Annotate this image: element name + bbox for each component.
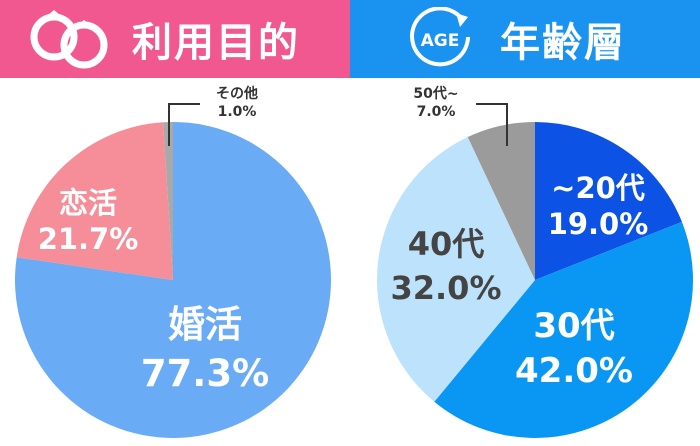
label-thirties-name: 30代 <box>533 306 614 346</box>
purpose-pie <box>14 122 332 439</box>
age-slice-fifties <box>467 122 535 280</box>
label-other-name: その他 <box>216 85 258 102</box>
age-pie <box>376 122 693 438</box>
label-dating-name: 恋活 <box>59 186 117 220</box>
wedding-rings-icon <box>30 10 108 69</box>
label-marriage-name: 婚活 <box>168 303 242 346</box>
purpose-header: 利用目的 <box>0 0 350 78</box>
label-thirties: 30代 42.0% <box>515 306 633 391</box>
label-under20-value: 19.0% <box>548 207 649 241</box>
label-other: その他 1.0% <box>168 85 258 146</box>
label-forties-name: 40代 <box>408 225 485 263</box>
label-other-leader <box>168 103 200 146</box>
purpose-title: 利用目的 <box>132 20 300 66</box>
age-slice-under20 <box>535 122 682 280</box>
label-other-value: 1.0% <box>218 104 257 120</box>
age-slice-thirties <box>434 221 693 438</box>
age-slice-forties <box>376 137 535 402</box>
label-under20: ~20代 19.0% <box>548 171 649 241</box>
age-icon-text: AGE <box>421 31 460 51</box>
label-marriage: 婚活 77.3% <box>141 303 269 395</box>
age-header: AGE 年齢層 <box>350 0 700 78</box>
label-fifties-leader <box>476 103 508 146</box>
label-dating: 恋活 21.7% <box>38 186 139 256</box>
age-title: 年齢層 <box>500 20 626 66</box>
label-under20-name: ~20代 <box>551 171 645 205</box>
label-fifties: 50代~ 7.0% <box>413 85 508 146</box>
label-thirties-value: 42.0% <box>515 351 633 391</box>
label-marriage-value: 77.3% <box>141 352 269 395</box>
label-fifties-value: 7.0% <box>417 104 456 120</box>
label-forties: 40代 32.0% <box>390 225 501 307</box>
purpose-slice-other <box>163 122 173 280</box>
label-forties-value: 32.0% <box>390 269 501 307</box>
age-cycle-icon: AGE <box>410 7 470 67</box>
label-fifties-name: 50代~ <box>413 85 458 102</box>
label-dating-value: 21.7% <box>38 222 139 256</box>
purpose-slice-dating <box>16 122 173 281</box>
